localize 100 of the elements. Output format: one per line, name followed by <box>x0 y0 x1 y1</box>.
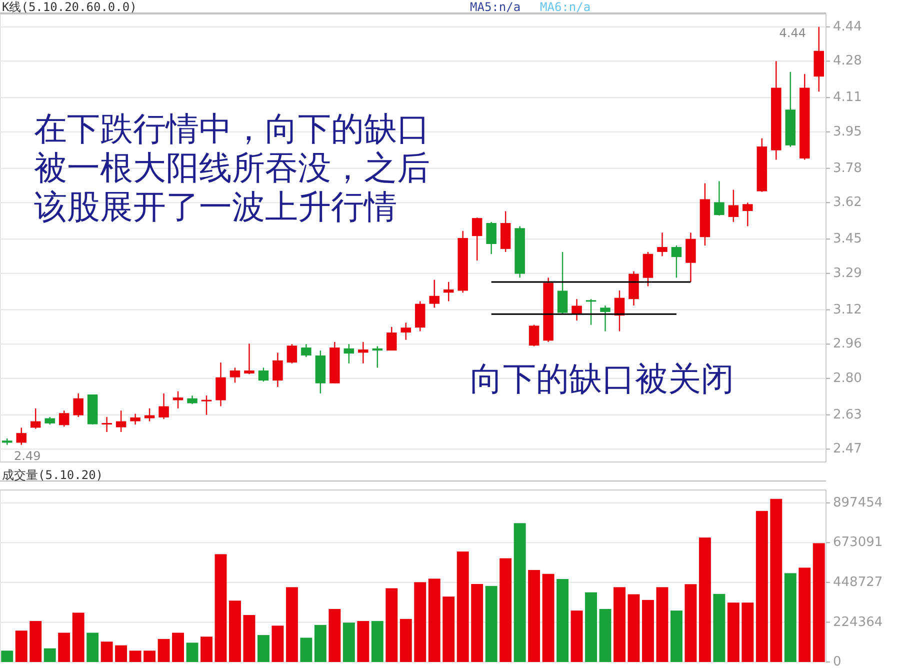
bar <box>243 615 256 662</box>
bar <box>414 582 426 662</box>
candlestick <box>201 394 212 416</box>
bar <box>229 600 241 662</box>
bar <box>628 594 640 662</box>
candlestick <box>742 202 753 227</box>
bar <box>442 596 455 662</box>
bar <box>556 579 569 662</box>
chart-title: K线(5.10.20.60.0.0) <box>2 0 137 14</box>
bar <box>144 650 156 662</box>
bar <box>172 632 184 662</box>
y-tick-label: 2.63 <box>833 407 862 422</box>
bar <box>742 602 754 662</box>
bar <box>798 568 811 662</box>
bar <box>713 594 726 662</box>
candlestick <box>16 427 26 446</box>
candlestick <box>600 304 610 332</box>
candlestick <box>30 408 41 430</box>
bar <box>400 618 412 662</box>
candlestick <box>244 343 254 375</box>
bar <box>656 587 668 662</box>
bar <box>514 523 526 662</box>
bar <box>698 538 711 662</box>
bar <box>456 552 469 662</box>
y-tick-label: 2.80 <box>833 370 862 386</box>
candlestick <box>272 352 283 388</box>
candlestick <box>144 408 155 422</box>
candlestick <box>528 324 540 347</box>
text: MA6:n/a <box>540 0 591 14</box>
bar <box>386 588 398 662</box>
bar <box>158 638 170 662</box>
candlestick <box>572 298 582 322</box>
candlestick <box>714 180 724 216</box>
bar <box>670 610 682 662</box>
candlestick <box>429 279 440 308</box>
candlestick <box>158 392 169 420</box>
candlestick <box>400 322 412 340</box>
y-tick-label: 3.78 <box>833 160 862 176</box>
bar <box>1 650 14 662</box>
bar <box>770 498 782 662</box>
bar <box>599 608 612 662</box>
candlestick <box>443 281 454 302</box>
y-tick-label: 2.96 <box>833 336 862 352</box>
bar <box>86 632 99 662</box>
candlestick <box>116 410 126 433</box>
candlestick <box>557 251 568 315</box>
bar <box>214 554 227 662</box>
candlestick <box>216 362 226 407</box>
annotation: 4.44 <box>779 26 806 40</box>
bar <box>100 642 113 662</box>
y-tick-label: 4.11 <box>833 90 862 106</box>
y-tick-label: 3.62 <box>833 195 862 210</box>
bar <box>684 584 697 662</box>
y-tick-label: 4.28 <box>833 54 862 69</box>
bar <box>357 621 370 662</box>
candlestick <box>486 221 496 255</box>
y-tick-label: 224364 <box>833 614 883 630</box>
bar <box>756 510 768 662</box>
bar <box>371 621 384 662</box>
y-tick-label: 3.95 <box>833 124 862 140</box>
bar <box>485 586 498 662</box>
bar <box>186 642 198 662</box>
chart-title: 成交量(5.10.20) <box>2 468 104 482</box>
bar <box>500 558 512 662</box>
bar <box>72 612 84 662</box>
bar <box>200 636 212 662</box>
bar <box>257 635 270 662</box>
bar <box>570 610 583 662</box>
candlestick <box>301 344 312 358</box>
bar <box>300 638 312 662</box>
candlestick <box>586 298 596 326</box>
bar <box>129 650 142 662</box>
candlestick <box>657 232 668 257</box>
bar <box>585 592 597 662</box>
annotation: 2.49 <box>14 449 41 463</box>
candlestick <box>671 244 682 278</box>
candlestick <box>344 344 354 364</box>
bar <box>812 543 825 662</box>
annotation: 在下跌行情中，向下的缺口被一根大阳线所吞没，之后该股展开了一波上升行情 <box>34 109 430 226</box>
candlestick <box>130 413 140 426</box>
candlestick <box>728 189 739 223</box>
bar <box>542 574 554 662</box>
bar <box>30 621 42 662</box>
y-tick-label: 3.45 <box>833 232 862 247</box>
y-tick-label: 3.29 <box>833 266 862 281</box>
candlestick <box>258 367 269 382</box>
y-tick-label: 0 <box>833 654 842 670</box>
bar <box>471 584 484 662</box>
bar <box>272 626 284 662</box>
text: MA5:n/a <box>470 0 521 14</box>
candlestick <box>58 410 70 428</box>
bar <box>314 624 326 662</box>
bar <box>428 578 440 662</box>
candlestick <box>414 300 426 332</box>
bar <box>58 632 70 662</box>
bar <box>44 648 56 662</box>
candlestick <box>230 367 240 384</box>
y-tick-label: 897454 <box>833 495 883 510</box>
candlestick <box>472 217 482 262</box>
bar <box>115 645 128 662</box>
